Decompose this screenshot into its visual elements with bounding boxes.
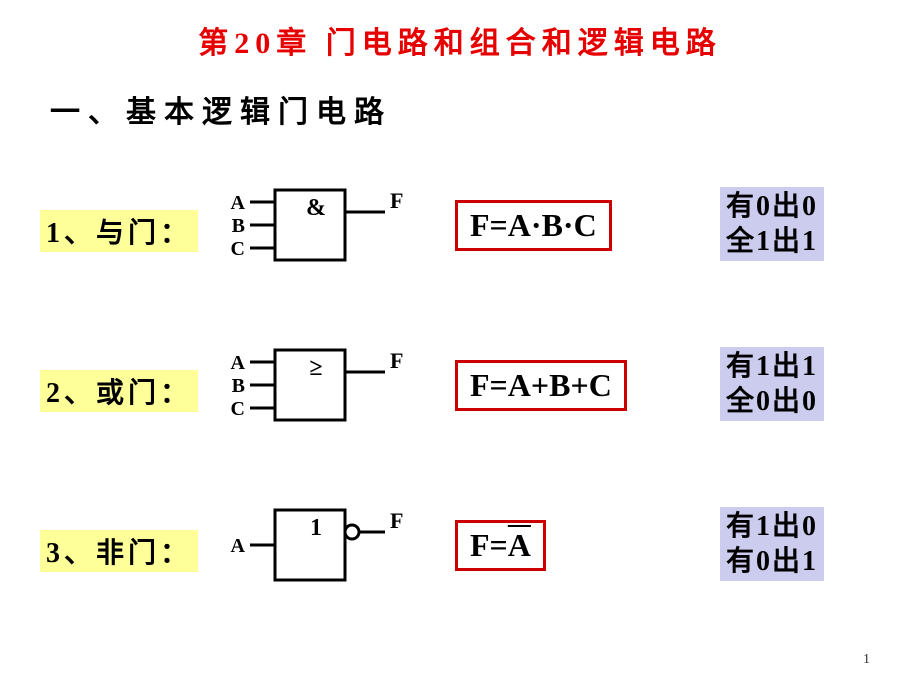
gate-symbol: ABC F ≥ [220, 335, 420, 445]
gate-output-label: F [390, 188, 403, 213]
gate-rule-line: 有0出0 [726, 189, 818, 224]
gate-output-label: F [390, 348, 403, 373]
gate-symbol: A F 1 [220, 495, 420, 605]
gate-formula: F=A+B+C [455, 360, 627, 411]
gate-rule-line: 有0出1 [726, 544, 818, 579]
gate-rule-line: 有1出1 [726, 349, 818, 384]
gate-symbol: ABC F & [220, 175, 420, 285]
gate-formula: F=A [455, 520, 546, 571]
gate-row: 2、或门： ABC F ≥ F=A+B+C 有1出1全0出0 [0, 335, 920, 445]
gate-rule-line: 全1出1 [726, 224, 818, 259]
page-number: 1 [863, 652, 870, 668]
gate-rule-line: 有1出0 [726, 509, 818, 544]
gate-rules: 有1出0有0出1 [720, 507, 824, 581]
gate-label: 2、或门： [40, 370, 198, 412]
gate-operator-symbol: & [306, 195, 326, 221]
gate-input-label: B [232, 215, 245, 237]
gate-input-label: A [231, 535, 246, 557]
section-heading: 一、基本逻辑门电路 [50, 87, 920, 131]
gate-formula: F=A·B·C [455, 200, 612, 251]
chapter-title: 第20章 门电路和组合和逻辑电路 [0, 0, 920, 62]
gate-rule-line: 全0出0 [726, 384, 818, 419]
gate-input-label: A [231, 192, 246, 214]
gate-row: 1、与门： ABC F & F=A·B·C 有0出0全1出1 [0, 175, 920, 285]
gate-output-label: F [390, 508, 403, 533]
gate-label: 1、与门： [40, 210, 198, 252]
inverter-bubble-icon [345, 525, 359, 539]
gate-label: 3、非门： [40, 530, 198, 572]
gate-input-label: C [231, 238, 245, 260]
gate-input-label: C [231, 398, 245, 420]
gate-input-label: A [231, 352, 246, 374]
gate-row: 3、非门： A F 1 F=A 有1出0有0出1 [0, 495, 920, 605]
gate-operator-symbol: ≥ [309, 355, 322, 381]
gate-operator-symbol: 1 [310, 515, 322, 541]
gate-rules: 有0出0全1出1 [720, 187, 824, 261]
gate-input-label: B [232, 375, 245, 397]
gate-rules: 有1出1全0出0 [720, 347, 824, 421]
